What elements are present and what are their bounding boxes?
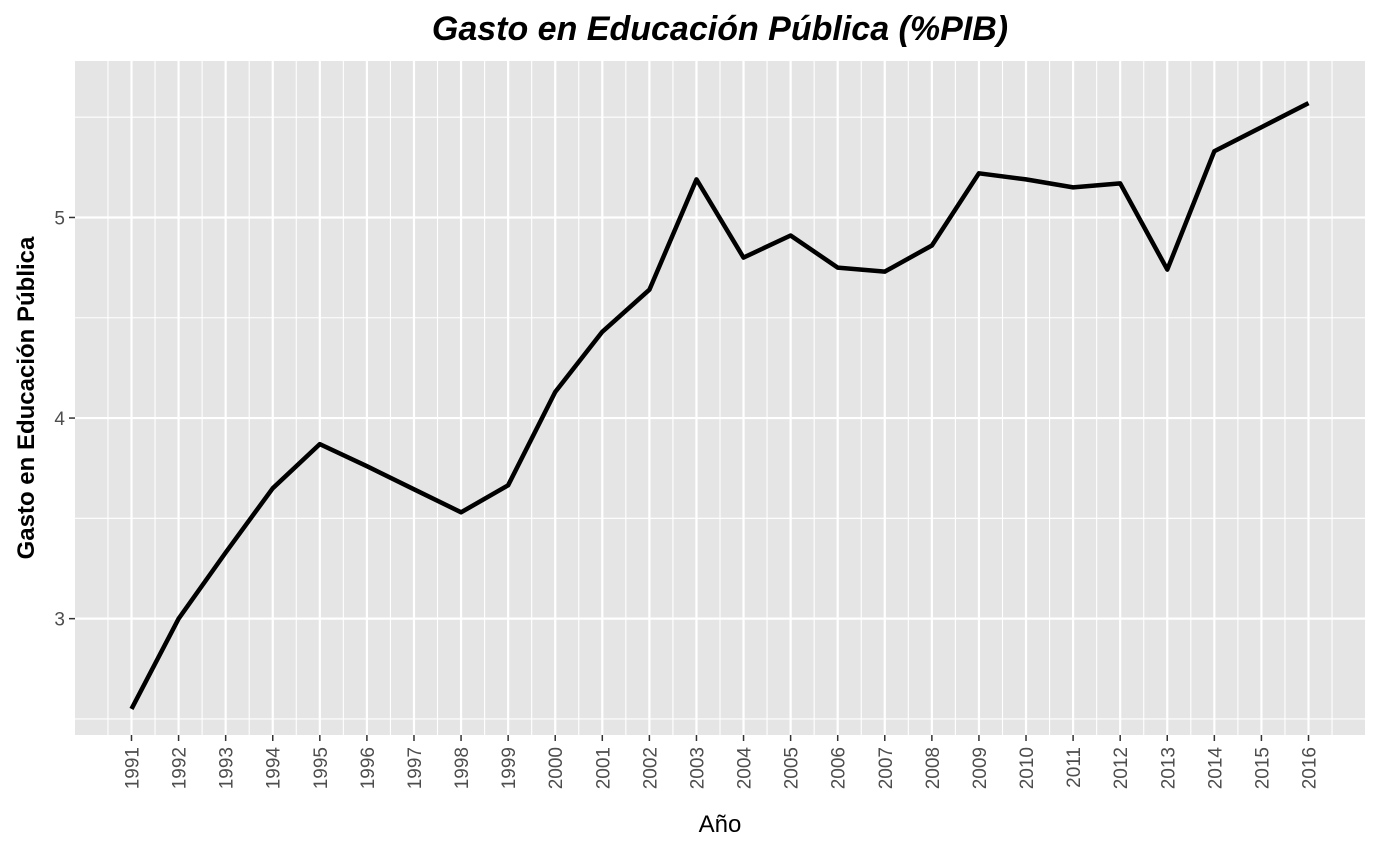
y-tick-label: 3	[54, 610, 65, 631]
x-tick-label: 2012	[1111, 747, 1132, 789]
x-tick-label: 2005	[782, 747, 803, 789]
x-tick-label: 2006	[829, 747, 850, 789]
x-tick-label: 2009	[970, 747, 991, 789]
minor-gridlines	[75, 61, 1365, 735]
x-axis-title: Año	[699, 811, 742, 838]
y-tick-label: 4	[54, 409, 65, 430]
x-tick-label: 2010	[1017, 747, 1038, 789]
x-tick-label: 2002	[640, 747, 661, 789]
series-line	[129, 101, 1310, 710]
x-tick-label: 2001	[593, 747, 614, 789]
y-axis-title: Gasto en Educación Pública	[13, 236, 40, 559]
x-tick-label: 2003	[687, 747, 708, 789]
x-tick-label: 2011	[1064, 747, 1085, 788]
x-tick-label: 1994	[264, 747, 285, 790]
x-tick-label: 2000	[546, 747, 567, 789]
x-tick-label: 2007	[876, 747, 897, 789]
x-tick-label: 1993	[217, 747, 238, 789]
x-tick-label: 1998	[452, 747, 473, 789]
x-tick-label: 1997	[405, 747, 426, 789]
x-tick-label: 2014	[1205, 747, 1226, 790]
x-tick-label: 1991	[122, 747, 143, 789]
x-tick-label: 1996	[358, 747, 379, 789]
x-tick-label: 1995	[311, 747, 332, 789]
x-tick-label: 2004	[735, 747, 756, 790]
x-tick-label: 2013	[1158, 747, 1179, 789]
x-tick-label: 1999	[499, 747, 520, 789]
x-axis: 1991 1992 1993 1994 1995 1996 1997 1998 1999 2000…	[122, 735, 1321, 790]
x-tick-label: 1992	[170, 747, 191, 789]
x-tick-label: 2008	[923, 747, 944, 789]
x-tick-label: 2016	[1300, 747, 1321, 789]
x-tick-label: 2015	[1252, 747, 1273, 789]
y-tick-label: 5	[54, 208, 65, 229]
chart-title: Gasto en Educación Pública (%PIB)	[432, 10, 1008, 48]
y-axis: 3 4 5	[54, 208, 75, 631]
